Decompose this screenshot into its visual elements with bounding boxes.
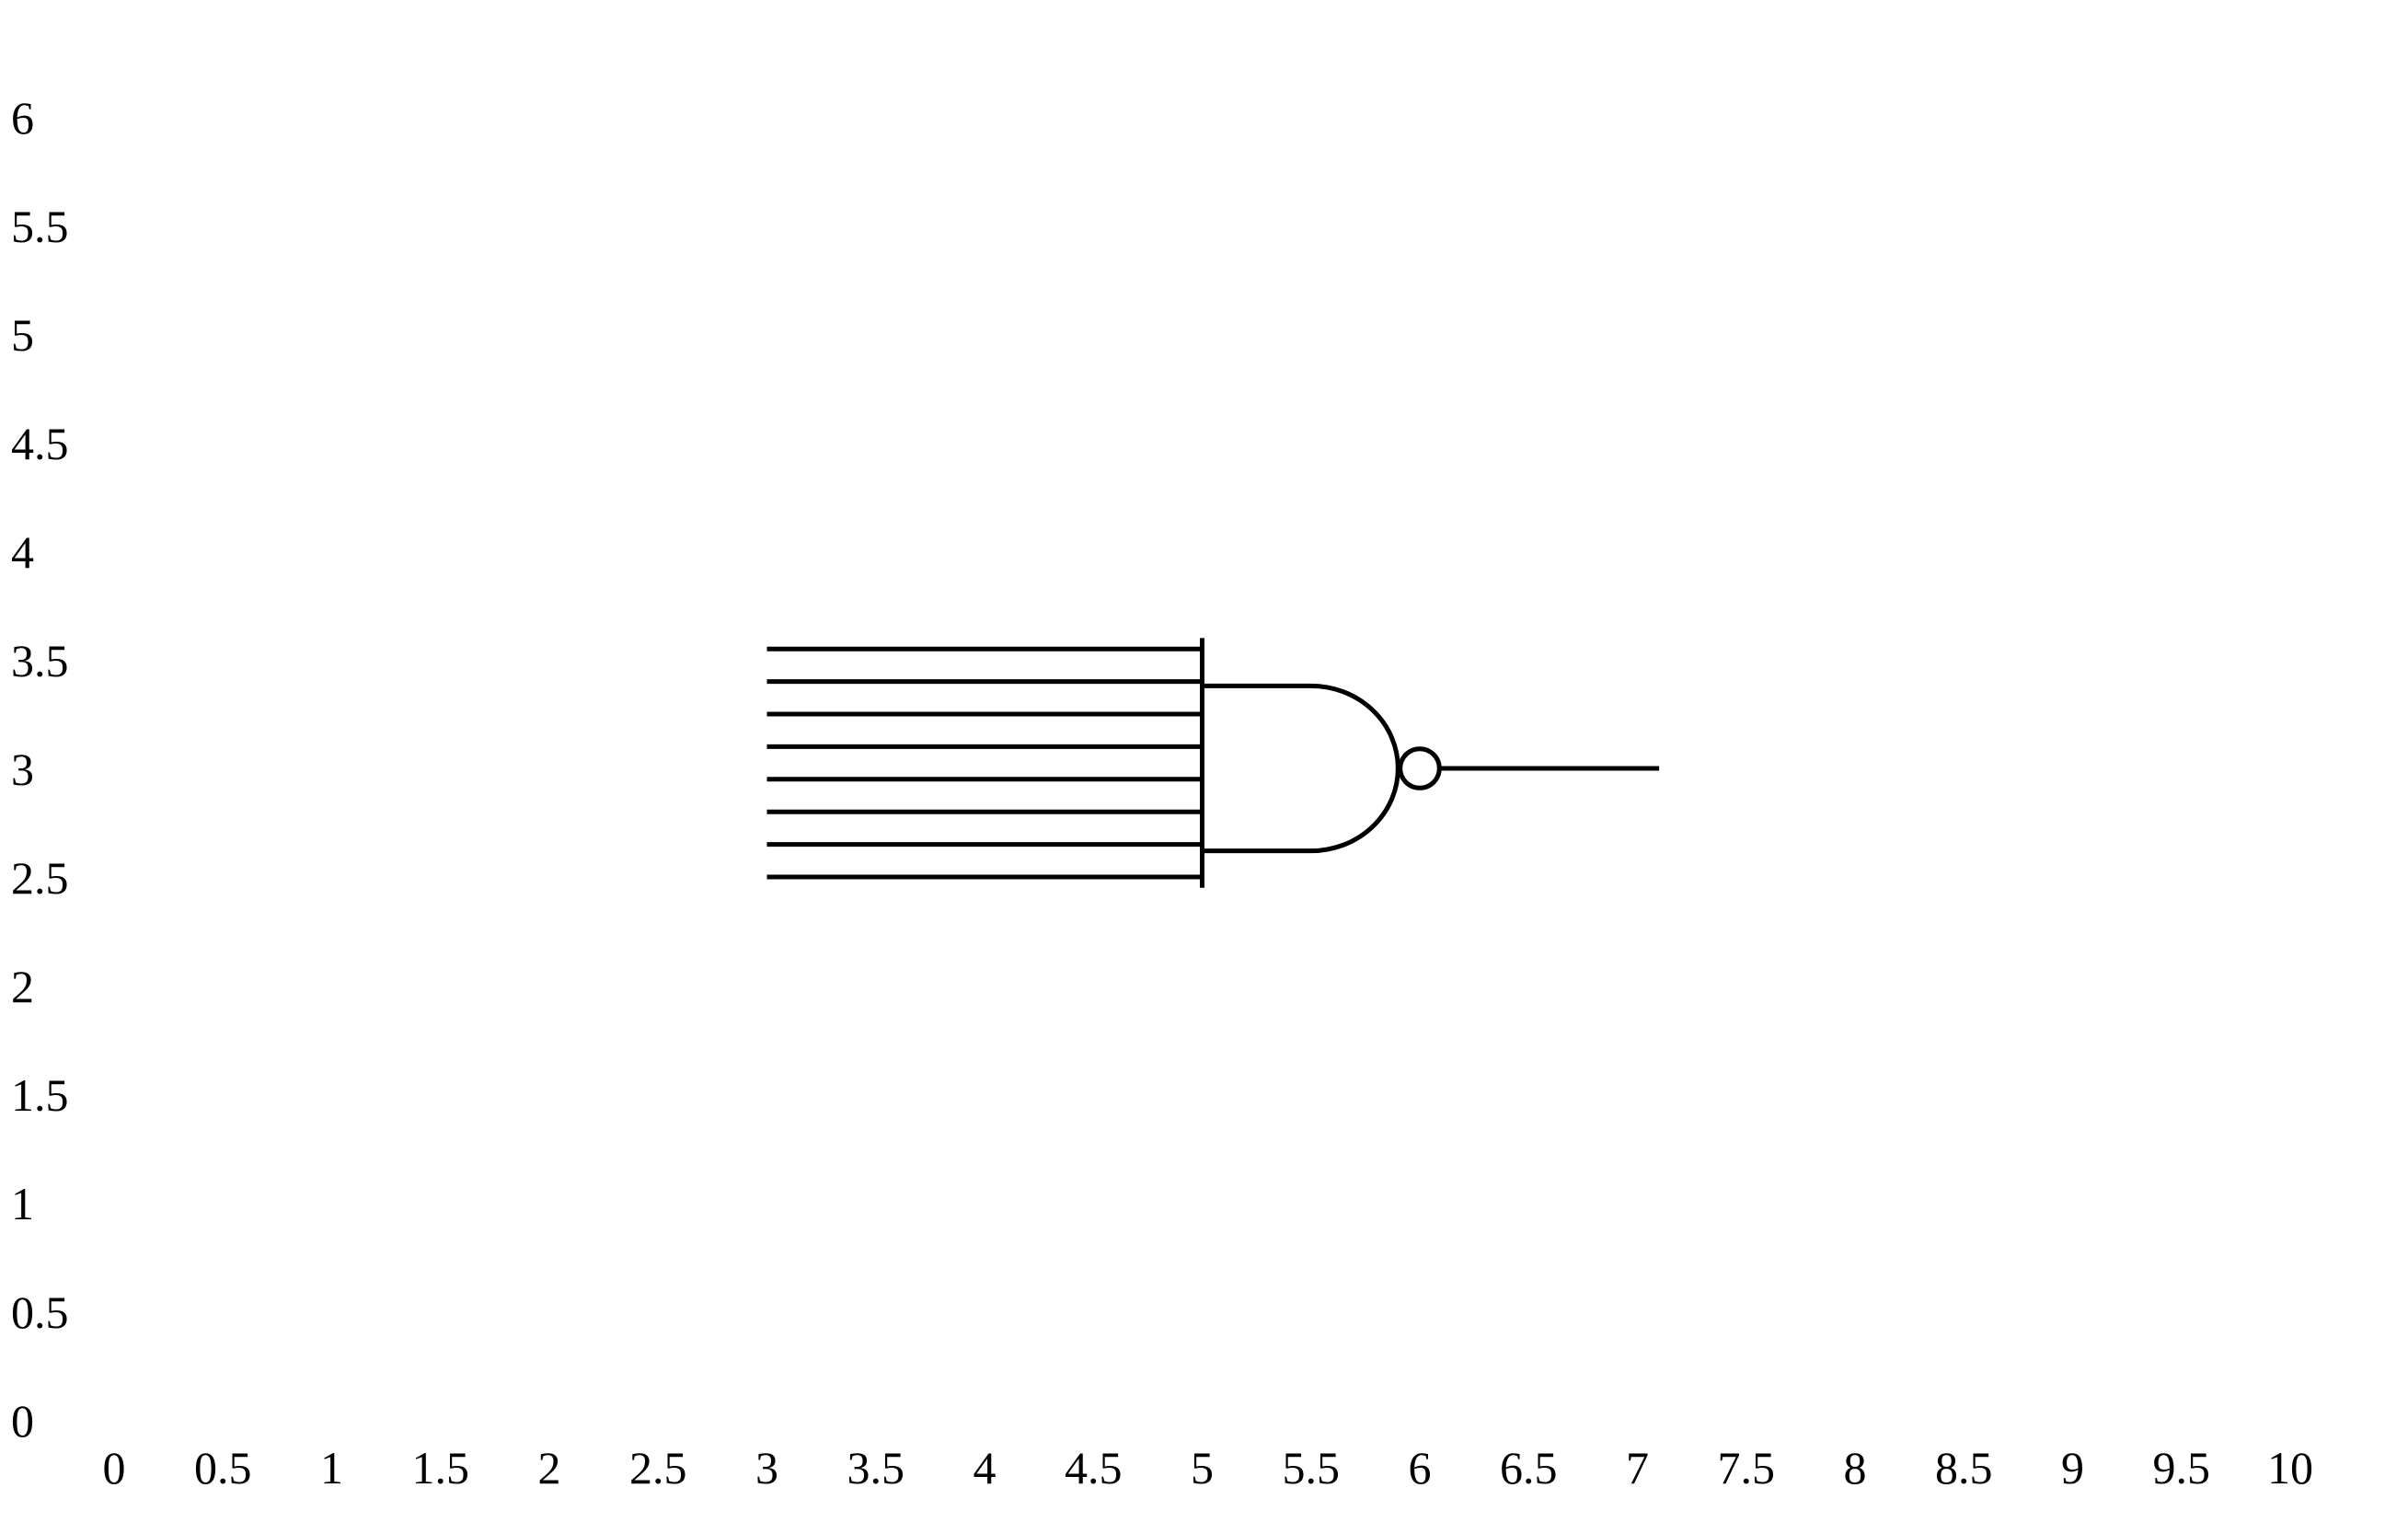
x-tick-label: 5 xyxy=(1191,1442,1214,1494)
x-tick-label: 4 xyxy=(974,1442,997,1494)
x-axis-tick-labels: 0 0.5 1 1.5 2 2.5 3 3.5 4 4.5 5 5.5 6 6.5 7 7.5 8 8.5 9 9.5… xyxy=(103,1442,2314,1494)
y-tick-label: 2 xyxy=(11,961,34,1012)
y-tick-label: 1.5 xyxy=(11,1069,69,1121)
y-tick-label: 6 xyxy=(11,92,34,144)
x-tick-label: 2.5 xyxy=(629,1442,687,1494)
x-tick-label: 1 xyxy=(320,1442,343,1494)
y-tick-label: 3.5 xyxy=(11,635,69,686)
inversion-bubble xyxy=(1398,746,1442,790)
y-tick-label: 3 xyxy=(11,744,34,795)
x-tick-label: 6 xyxy=(1409,1442,1432,1494)
x-tick-label: 3.5 xyxy=(847,1442,905,1494)
x-tick-label: 0 xyxy=(103,1442,126,1494)
x-tick-label: 3 xyxy=(755,1442,778,1494)
x-tick-label: 10 xyxy=(2267,1442,2313,1494)
x-tick-label: 6.5 xyxy=(1500,1442,1558,1494)
x-tick-label: 9.5 xyxy=(2153,1442,2211,1494)
x-tick-label: 1.5 xyxy=(412,1442,470,1494)
y-tick-label: 0.5 xyxy=(11,1286,69,1338)
nand-gate xyxy=(766,638,1660,888)
x-tick-label: 8.5 xyxy=(1935,1442,1993,1494)
x-tick-label: 9 xyxy=(2061,1442,2084,1494)
y-tick-label: 0 xyxy=(11,1395,34,1447)
gate-body xyxy=(1202,683,1400,854)
y-axis-tick-labels: 0 0.5 1 1.5 2 2.5 3 3.5 4 4.5 5 5.5 6 xyxy=(11,92,69,1447)
x-tick-label: 5.5 xyxy=(1283,1442,1341,1494)
x-tick-label: 7 xyxy=(1626,1442,1649,1494)
y-tick-label: 1 xyxy=(11,1178,34,1229)
x-tick-label: 7.5 xyxy=(1718,1442,1776,1494)
x-tick-label: 8 xyxy=(1844,1442,1867,1494)
y-tick-label: 4 xyxy=(11,526,34,578)
y-tick-label: 5 xyxy=(11,309,34,361)
x-tick-label: 4.5 xyxy=(1065,1442,1123,1494)
y-tick-label: 2.5 xyxy=(11,852,69,904)
y-tick-label: 5.5 xyxy=(11,201,69,252)
x-tick-label: 0.5 xyxy=(194,1442,252,1494)
x-tick-label: 2 xyxy=(538,1442,561,1494)
y-tick-label: 4.5 xyxy=(11,418,69,469)
